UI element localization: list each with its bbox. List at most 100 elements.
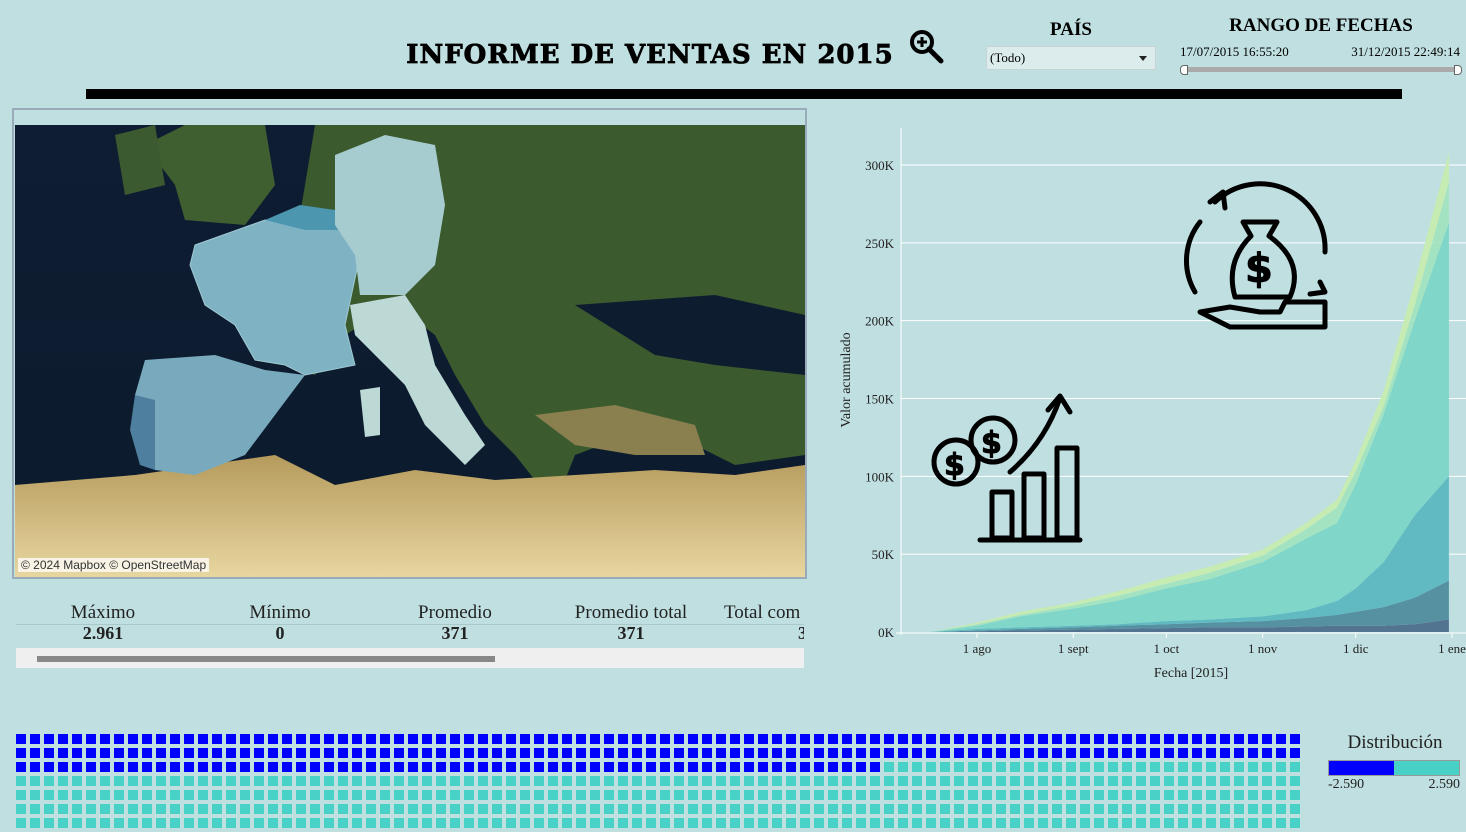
waffle-cell-positive[interactable] <box>506 804 516 814</box>
waffle-cell-negative[interactable] <box>828 762 838 772</box>
waffle-cell-positive[interactable] <box>170 818 180 828</box>
waffle-cell-negative[interactable] <box>996 734 1006 744</box>
waffle-cell-positive[interactable] <box>58 790 68 800</box>
waffle-cell-positive[interactable] <box>1066 804 1076 814</box>
waffle-cell-positive[interactable] <box>968 776 978 786</box>
waffle-cell-negative[interactable] <box>1010 734 1020 744</box>
waffle-cell-negative[interactable] <box>800 748 810 758</box>
waffle-cell-positive[interactable] <box>422 776 432 786</box>
waffle-cell-positive[interactable] <box>478 790 488 800</box>
waffle-cell-negative[interactable] <box>464 748 474 758</box>
waffle-cell-positive[interactable] <box>184 776 194 786</box>
waffle-cell-positive[interactable] <box>814 776 824 786</box>
waffle-cell-positive[interactable] <box>58 804 68 814</box>
waffle-cell-positive[interactable] <box>618 804 628 814</box>
waffle-cell-positive[interactable] <box>100 790 110 800</box>
waffle-cell-positive[interactable] <box>478 804 488 814</box>
waffle-cell-negative[interactable] <box>128 734 138 744</box>
waffle-cell-negative[interactable] <box>1290 734 1300 744</box>
waffle-cell-positive[interactable] <box>1220 804 1230 814</box>
waffle-cell-negative[interactable] <box>912 734 922 744</box>
waffle-cell-negative[interactable] <box>212 734 222 744</box>
waffle-cell-positive[interactable] <box>198 776 208 786</box>
waffle-cell-positive[interactable] <box>1108 790 1118 800</box>
waffle-cell-negative[interactable] <box>940 748 950 758</box>
waffle-cell-positive[interactable] <box>884 790 894 800</box>
waffle-cell-negative[interactable] <box>184 748 194 758</box>
waffle-cell-positive[interactable] <box>772 776 782 786</box>
waffle-cell-negative[interactable] <box>352 762 362 772</box>
waffle-cell-positive[interactable] <box>1080 804 1090 814</box>
waffle-cell-positive[interactable] <box>1010 818 1020 828</box>
waffle-cell-negative[interactable] <box>716 762 726 772</box>
waffle-cell-negative[interactable] <box>1094 734 1104 744</box>
waffle-cell-positive[interactable] <box>926 776 936 786</box>
waffle-cell-negative[interactable] <box>800 762 810 772</box>
waffle-cell-positive[interactable] <box>254 776 264 786</box>
waffle-cell-positive[interactable] <box>1248 804 1258 814</box>
waffle-cell-positive[interactable] <box>436 776 446 786</box>
waffle-cell-positive[interactable] <box>716 790 726 800</box>
waffle-cell-negative[interactable] <box>1248 734 1258 744</box>
waffle-cell-positive[interactable] <box>828 790 838 800</box>
waffle-cell-positive[interactable] <box>1234 790 1244 800</box>
waffle-cell-positive[interactable] <box>492 790 502 800</box>
waffle-cell-positive[interactable] <box>198 790 208 800</box>
waffle-cell-positive[interactable] <box>1150 762 1160 772</box>
waffle-cell-positive[interactable] <box>1192 790 1202 800</box>
waffle-cell-negative[interactable] <box>296 734 306 744</box>
waffle-cell-positive[interactable] <box>142 776 152 786</box>
waffle-cell-negative[interactable] <box>394 734 404 744</box>
waffle-cell-positive[interactable] <box>408 818 418 828</box>
waffle-cell-negative[interactable] <box>506 762 516 772</box>
waffle-cell-negative[interactable] <box>534 762 544 772</box>
waffle-cell-positive[interactable] <box>184 818 194 828</box>
waffle-cell-negative[interactable] <box>548 762 558 772</box>
waffle-cell-positive[interactable] <box>758 804 768 814</box>
waffle-cell-negative[interactable] <box>1192 734 1202 744</box>
waffle-cell-positive[interactable] <box>520 790 530 800</box>
waffle-cell-negative[interactable] <box>198 762 208 772</box>
waffle-cell-negative[interactable] <box>156 762 166 772</box>
waffle-cell-negative[interactable] <box>660 748 670 758</box>
waffle-cell-positive[interactable] <box>786 818 796 828</box>
waffle-cell-positive[interactable] <box>240 804 250 814</box>
waffle-cell-positive[interactable] <box>1052 790 1062 800</box>
waffle-cell-negative[interactable] <box>212 748 222 758</box>
waffle-cell-positive[interactable] <box>86 776 96 786</box>
waffle-cell-positive[interactable] <box>800 790 810 800</box>
date-range-end-handle[interactable] <box>1454 65 1462 75</box>
waffle-cell-negative[interactable] <box>366 734 376 744</box>
waffle-cell-negative[interactable] <box>884 734 894 744</box>
waffle-cell-positive[interactable] <box>940 790 950 800</box>
waffle-cell-negative[interactable] <box>506 748 516 758</box>
waffle-cell-negative[interactable] <box>688 748 698 758</box>
waffle-cell-negative[interactable] <box>898 748 908 758</box>
waffle-cell-positive[interactable] <box>338 804 348 814</box>
waffle-cell-positive[interactable] <box>940 762 950 772</box>
waffle-cell-positive[interactable] <box>1290 790 1300 800</box>
waffle-cell-positive[interactable] <box>1178 790 1188 800</box>
waffle-cell-positive[interactable] <box>464 804 474 814</box>
waffle-cell-negative[interactable] <box>408 762 418 772</box>
waffle-cell-negative[interactable] <box>394 748 404 758</box>
waffle-cell-positive[interactable] <box>996 804 1006 814</box>
waffle-cell-negative[interactable] <box>548 734 558 744</box>
waffle-cell-positive[interactable] <box>590 790 600 800</box>
waffle-cell-positive[interactable] <box>1150 818 1160 828</box>
waffle-cell-positive[interactable] <box>1080 790 1090 800</box>
waffle-cell-positive[interactable] <box>954 762 964 772</box>
waffle-cell-positive[interactable] <box>800 818 810 828</box>
waffle-cell-positive[interactable] <box>100 804 110 814</box>
waffle-cell-negative[interactable] <box>716 748 726 758</box>
waffle-cell-negative[interactable] <box>632 734 642 744</box>
waffle-cell-positive[interactable] <box>156 818 166 828</box>
waffle-cell-negative[interactable] <box>114 762 124 772</box>
waffle-cell-negative[interactable] <box>16 748 26 758</box>
waffle-cell-negative[interactable] <box>478 734 488 744</box>
waffle-cell-positive[interactable] <box>16 804 26 814</box>
waffle-cell-negative[interactable] <box>758 748 768 758</box>
waffle-cell-positive[interactable] <box>1122 804 1132 814</box>
waffle-cell-negative[interactable] <box>100 748 110 758</box>
waffle-cell-positive[interactable] <box>632 790 642 800</box>
